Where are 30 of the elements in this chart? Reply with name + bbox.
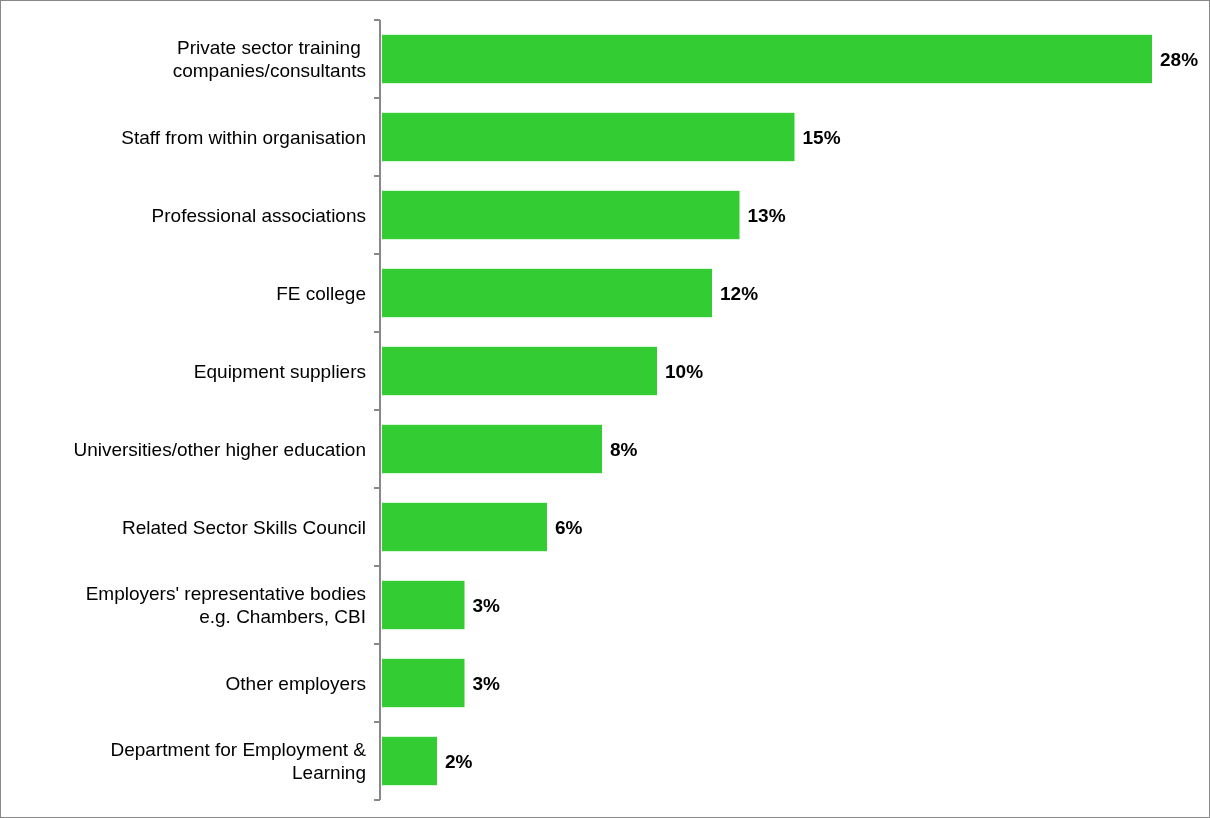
data-label: 6%: [555, 516, 583, 538]
bar: [382, 424, 602, 474]
bar: [382, 34, 1152, 84]
y-tick-label: Universities/other higher education: [73, 438, 366, 460]
data-label: 13%: [747, 204, 786, 226]
data-label: 28%: [1160, 48, 1199, 70]
bar: [382, 658, 465, 708]
bar: [382, 502, 547, 552]
bar: [382, 190, 740, 240]
y-tick-label: Professional associations: [151, 204, 366, 226]
y-tick-label: Employers' representative bodies e.g. Chambers, CBI: [85, 583, 366, 628]
y-tick-label: Department for Employment & Learning: [110, 739, 367, 784]
bar: [382, 112, 795, 162]
y-tick-label: Staff from within organisation: [121, 126, 366, 148]
y-tick-label: Other employers: [225, 672, 366, 694]
bar: [382, 580, 465, 630]
data-label: 3%: [472, 594, 501, 616]
y-tick-label: Private sector training companies/consultants: [172, 37, 366, 82]
y-tick-label: Related Sector Skills Council: [122, 516, 366, 538]
data-label: 3%: [472, 672, 501, 694]
y-tick-label: FE college: [276, 282, 366, 304]
data-label: 8%: [610, 438, 638, 460]
bar: [382, 268, 712, 318]
bar: [382, 736, 437, 786]
data-label: 2%: [445, 750, 473, 772]
data-label: 12%: [720, 282, 759, 304]
data-label: 10%: [665, 360, 704, 382]
data-label: 15%: [802, 126, 841, 148]
y-tick-label: Equipment suppliers: [193, 360, 366, 382]
bar: [382, 346, 657, 396]
